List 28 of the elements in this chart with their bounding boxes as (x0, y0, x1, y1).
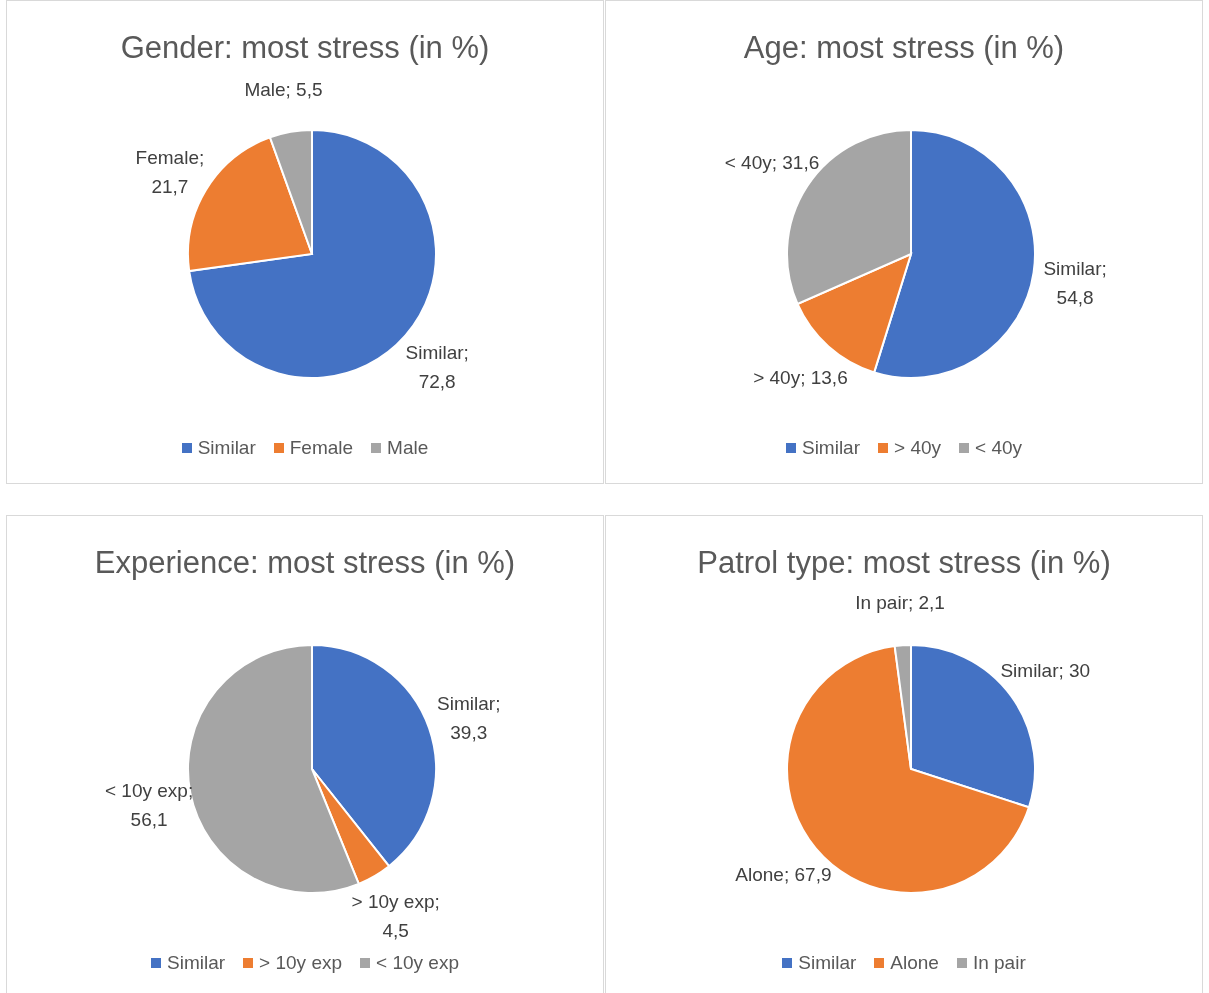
chart-title: Gender: most stress (in %) (119, 29, 491, 65)
legend-label: Alone (889, 952, 939, 974)
legend-label: Female (288, 437, 354, 459)
data-label: Similar; 54,8 (1043, 257, 1107, 308)
chart-title: Age: most stress (in %) (742, 29, 1066, 65)
legend-label: Similar (797, 952, 857, 974)
chart-title: Patrol type: most stress (in %) (696, 544, 1112, 580)
data-label: Similar; 72,8 (405, 341, 469, 392)
data-label: Male; 5,5 (244, 79, 323, 101)
data-label: > 40y; 13,6 (753, 366, 848, 388)
legend-label: Similar (166, 952, 226, 974)
legend-label: In pair (971, 952, 1026, 974)
data-label: Similar; 39,3 (437, 693, 501, 744)
legend-label: > 10y exp (258, 952, 343, 974)
data-label: Alone; 67,9 (735, 864, 832, 886)
legend-label: > 40y (893, 437, 942, 459)
data-label: Female; 21,7 (135, 147, 205, 198)
legend-label: Similar (800, 437, 861, 459)
data-label: In pair; 2,1 (855, 592, 945, 614)
legend-label: < 10y exp (375, 952, 459, 974)
chart-title: Experience: most stress (in %) (93, 544, 517, 580)
data-label: > 10y exp; 4,5 (351, 891, 440, 942)
legend-label: Similar (196, 437, 256, 459)
legend-label: < 40y (974, 437, 1023, 459)
data-label: < 40y; 31,6 (724, 152, 820, 174)
data-label: < 10y exp; 56,1 (104, 779, 194, 830)
legend-label: Male (386, 437, 429, 459)
data-label: Similar; 30 (1000, 660, 1091, 682)
